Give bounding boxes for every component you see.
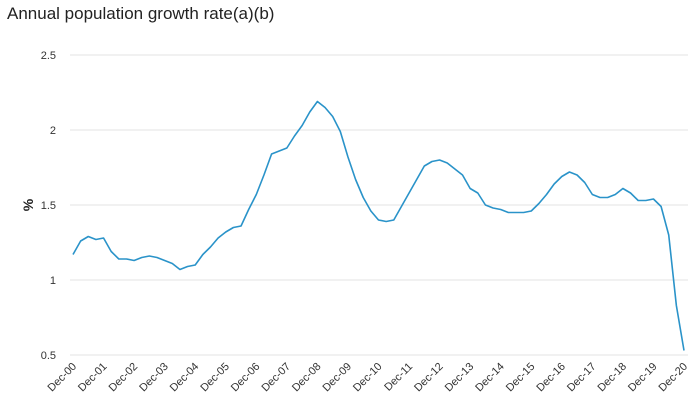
x-tick-label: Dec-04 <box>168 361 202 395</box>
x-tick-label: Dec-11 <box>382 361 415 394</box>
x-tick-label: Dec-19 <box>626 361 660 395</box>
x-tick-label: Dec-17 <box>565 361 599 395</box>
series-line <box>72 100 685 351</box>
x-tick-label: Dec-05 <box>198 361 232 395</box>
y-tick-label: 1 <box>50 275 56 287</box>
x-tick-label: Dec-01 <box>76 361 110 395</box>
x-tick-label: Dec-02 <box>107 361 141 395</box>
y-tick-label: 2 <box>50 125 56 137</box>
x-tick-label: Dec-14 <box>473 361 507 395</box>
x-tick-label: Dec-16 <box>534 361 568 395</box>
x-tick-label: Dec-12 <box>412 361 446 395</box>
x-tick-label: Dec-20 <box>657 361 691 395</box>
x-tick-label: Dec-18 <box>595 361 629 395</box>
chart-title: Annual population growth rate(a)(b) <box>7 4 275 23</box>
x-tick-label: Dec-03 <box>137 361 171 395</box>
y-axis-label: % <box>20 198 36 211</box>
x-tick-label: Dec-08 <box>290 361 324 395</box>
x-tick-label: Dec-07 <box>259 361 293 395</box>
y-tick-label: 2.5 <box>41 50 56 62</box>
x-tick-label: Dec-06 <box>229 361 263 395</box>
x-tick-label: Dec-15 <box>504 361 538 395</box>
x-tick-label: Dec-00 <box>46 361 80 395</box>
x-tick-label: Dec-10 <box>351 361 385 395</box>
y-tick-label: 1.5 <box>41 200 56 212</box>
x-tick-label: Dec-09 <box>320 361 354 395</box>
x-tick-label: Dec-13 <box>443 361 477 395</box>
y-tick-label: 0.5 <box>41 350 56 362</box>
